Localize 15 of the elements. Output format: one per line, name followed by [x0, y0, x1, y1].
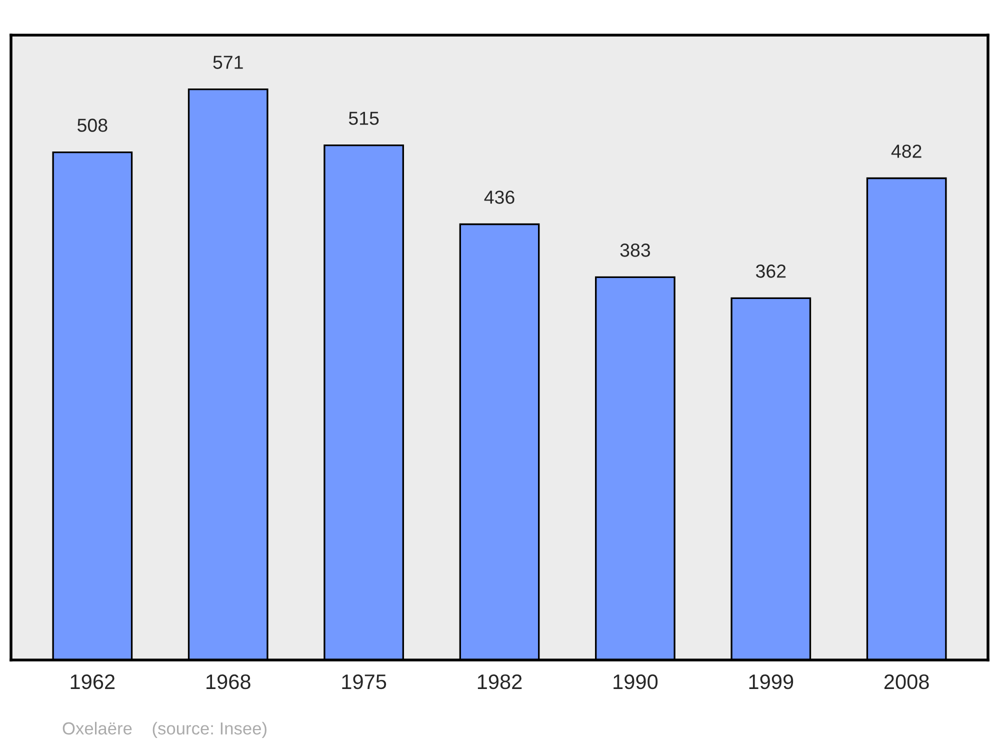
x-tick-label: 1999	[749, 674, 794, 690]
data-label: 362	[756, 264, 786, 278]
data-label: 508	[78, 118, 108, 132]
x-tick-label: 1982	[478, 674, 522, 690]
x-tick-label: 1968	[206, 674, 250, 690]
data-label: 383	[620, 244, 650, 257]
x-tick-label: 1990	[614, 674, 658, 690]
data-label: 482	[891, 144, 922, 158]
x-tick-label: 1975	[342, 674, 386, 690]
x-tick-label: 2008	[884, 674, 929, 690]
text: Oxelaëre (source: Insee)	[62, 722, 266, 738]
x-tick-label: 1962	[70, 674, 115, 690]
data-label: 515	[348, 112, 379, 125]
data-label: 571	[213, 56, 243, 69]
data-label: 436	[484, 190, 514, 204]
